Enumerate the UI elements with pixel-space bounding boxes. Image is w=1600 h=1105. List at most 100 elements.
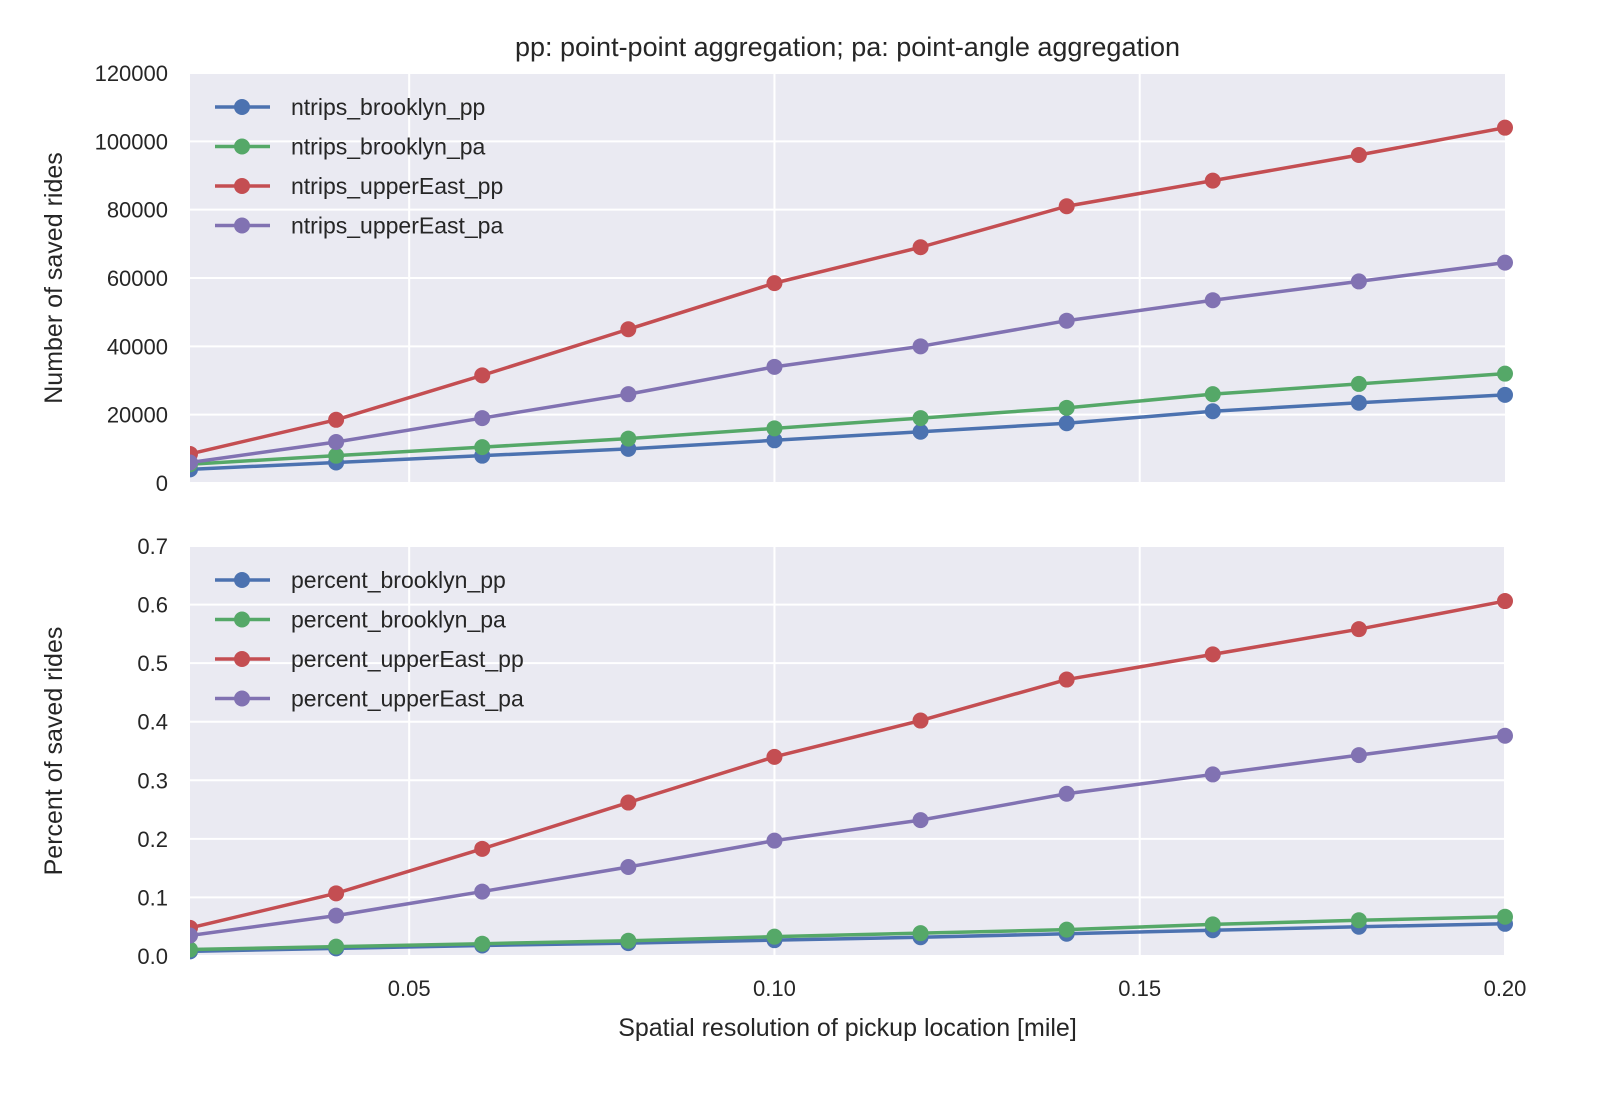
data-point-ntrips-uppereast-pp [620, 321, 637, 338]
data-point-ntrips-brooklyn-pa [1204, 386, 1221, 403]
data-point-percent-uppereast-pp [1350, 621, 1367, 638]
legend-entry-ntrips-uppereast-pp: ntrips_upperEast_pp [291, 173, 503, 199]
top-y-tick-label: 80000 [107, 198, 168, 223]
data-point-ntrips-brooklyn-pp [912, 423, 929, 440]
bottom-x-tick-label: 0.15 [1118, 976, 1161, 1001]
bottom-x-tick-label: 0.20 [1484, 976, 1527, 1001]
bottom-y-axis-label: Percent of saved rides [40, 627, 68, 876]
data-point-ntrips-brooklyn-pa [1058, 399, 1075, 416]
legend-swatch-marker [234, 178, 250, 194]
data-point-percent-uppereast-pa [1350, 747, 1367, 764]
data-point-percent-uppereast-pa [766, 832, 783, 849]
data-point-percent-uppereast-pp [1204, 646, 1221, 663]
legend-entry-ntrips-brooklyn-pa: ntrips_brooklyn_pa [291, 134, 486, 160]
chart-title: pp: point-point aggregation; pa: point-a… [515, 32, 1180, 62]
legend-entry-percent-uppereast-pa: percent_upperEast_pa [291, 686, 524, 712]
series-line-percent-brooklyn-pa [190, 915, 1506, 952]
data-point-ntrips-uppereast-pa [328, 434, 345, 450]
series-line-ntrips-uppereast-pp [190, 125, 1506, 456]
data-point-ntrips-uppereast-pa [1497, 254, 1513, 271]
data-point-ntrips-uppereast-pa [190, 454, 198, 471]
data-point-percent-brooklyn-pa [190, 941, 198, 958]
legend-swatch-marker [234, 611, 250, 628]
series-line-ntrips-uppereast-pa [190, 260, 1506, 465]
data-point-percent-brooklyn-pa [766, 928, 783, 945]
bottom-x-axis-label: Spatial resolution of pickup location [m… [618, 1014, 1077, 1042]
data-point-percent-uppereast-pa [328, 907, 345, 924]
bottom-y-tick-label: 0.2 [137, 827, 168, 852]
bottom-chart-panel: 0.0 0.1 0.2 0.3 0.4 0.5 0.6 0.7 0.05 0.10 0.15 0.20… [40, 534, 1526, 1042]
data-point-ntrips-brooklyn-pa [620, 430, 637, 447]
top-y-tick-label: 0 [156, 471, 168, 496]
legend-entry-percent-uppereast-pp: percent_upperEast_pp [291, 646, 524, 672]
data-point-ntrips-brooklyn-pp [766, 432, 783, 449]
data-point-percent-uppereast-pa [1204, 766, 1221, 783]
data-point-ntrips-uppereast-pp [1350, 147, 1367, 163]
data-point-percent-brooklyn-pa [474, 935, 491, 952]
data-point-percent-uppereast-pa [1058, 785, 1075, 802]
data-point-ntrips-brooklyn-pp [1058, 415, 1075, 432]
data-point-ntrips-uppereast-pp [912, 239, 929, 256]
data-point-ntrips-uppereast-pp [1204, 172, 1221, 189]
top-y-tick-label: 120000 [95, 61, 168, 86]
legend-entry-percent-brooklyn-pa: percent_brooklyn_pa [291, 607, 506, 633]
data-point-percent-brooklyn-pa [328, 938, 345, 955]
bottom-y-tick-label: 0.6 [137, 593, 168, 618]
series-line-percent-uppereast-pa [190, 734, 1506, 938]
data-point-ntrips-brooklyn-pa [1497, 365, 1513, 382]
legend-swatch-marker [234, 572, 250, 588]
data-point-ntrips-brooklyn-pa [1350, 375, 1367, 392]
data-point-ntrips-uppereast-pa [1204, 292, 1221, 309]
top-series-group [190, 119, 1513, 478]
data-point-percent-uppereast-pa [190, 927, 198, 944]
data-point-percent-brooklyn-pa [912, 925, 929, 942]
data-point-ntrips-uppereast-pp [1497, 119, 1513, 136]
top-legend: ntrips_brooklyn_pp ntrips_brooklyn_pantri… [215, 94, 503, 239]
data-point-ntrips-brooklyn-pa [328, 447, 345, 464]
bottom-y-tick-label: 0.4 [137, 710, 168, 735]
data-point-ntrips-uppereast-pa [474, 410, 491, 427]
data-point-percent-uppereast-pp [1497, 593, 1513, 610]
data-point-percent-brooklyn-pa [1204, 916, 1221, 933]
bottom-y-tick-label: 0.7 [137, 534, 168, 559]
legend-swatch-marker [234, 690, 250, 707]
top-y-tick-label: 100000 [95, 129, 168, 154]
data-point-percent-uppereast-pp [1058, 671, 1075, 688]
data-point-percent-uppereast-pa [912, 812, 929, 829]
data-point-percent-brooklyn-pa [1350, 912, 1367, 929]
data-point-percent-uppereast-pp [912, 712, 929, 729]
series-line-ntrips-brooklyn-pa [190, 371, 1506, 466]
data-point-ntrips-brooklyn-pa [766, 420, 783, 437]
bottom-y-tick-label: 0.1 [137, 885, 168, 910]
series-line-percent-uppereast-pp [190, 599, 1506, 930]
data-point-percent-brooklyn-pa [1497, 908, 1513, 925]
data-point-ntrips-uppereast-pa [766, 358, 783, 375]
bottom-y-tick-label: 0.3 [137, 768, 168, 793]
data-point-ntrips-uppereast-pp [474, 367, 491, 384]
data-point-percent-uppereast-pp [474, 840, 491, 857]
data-point-percent-uppereast-pp [766, 748, 783, 765]
data-point-percent-uppereast-pa [1497, 727, 1513, 744]
top-y-tick-label: 20000 [107, 403, 168, 428]
data-point-ntrips-uppereast-pp [328, 411, 345, 428]
bottom-y-tick-label: 0.0 [137, 944, 168, 969]
legend-entry-ntrips-uppereast-pa: ntrips_upperEast_pa [291, 213, 503, 239]
bottom-series-group [190, 593, 1513, 960]
data-point-percent-uppereast-pa [474, 883, 491, 900]
data-point-ntrips-brooklyn-pp [1497, 386, 1513, 403]
bottom-x-tick-label: 0.05 [388, 976, 431, 1001]
data-point-ntrips-uppereast-pa [620, 386, 637, 403]
data-point-percent-uppereast-pp [620, 794, 637, 811]
data-point-percent-uppereast-pa [620, 858, 637, 875]
data-point-ntrips-brooklyn-pp [1204, 403, 1221, 420]
series-line-ntrips-brooklyn-pp [190, 393, 1506, 472]
data-point-ntrips-brooklyn-pp [1350, 394, 1367, 411]
data-point-ntrips-uppereast-pa [912, 338, 929, 355]
data-point-percent-brooklyn-pa [620, 932, 637, 949]
series-line-percent-brooklyn-pp [190, 922, 1506, 954]
data-point-percent-uppereast-pp [328, 885, 345, 902]
data-point-percent-brooklyn-pa [1058, 921, 1075, 938]
legend-swatch-marker [234, 651, 250, 667]
